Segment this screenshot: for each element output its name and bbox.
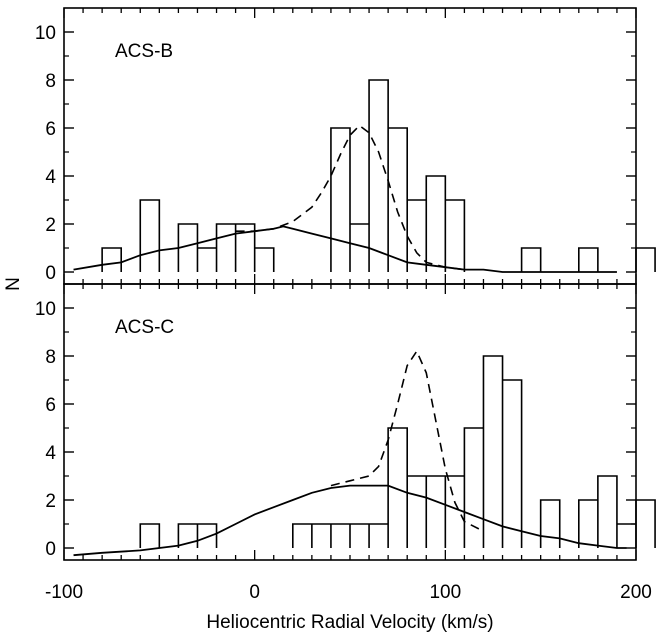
x-tick-label: 0 xyxy=(249,582,260,603)
panel-acs-b: 0 2 4 6 8 10 ACS-B xyxy=(35,7,656,285)
x-tick-labels: -100 0 100 200 xyxy=(45,582,652,603)
x-tick-label: 100 xyxy=(429,582,461,603)
x-tick-label: 200 xyxy=(620,582,652,603)
solid-curve xyxy=(73,225,617,273)
y-tick-label: 10 xyxy=(35,299,56,320)
dashed-fit-curve xyxy=(330,349,484,532)
x-tick-label: -100 xyxy=(45,582,83,603)
y-tick-label: 2 xyxy=(45,491,56,512)
y-tick-label: 4 xyxy=(45,443,56,464)
y-tick-label: 0 xyxy=(45,539,56,560)
panel-label: ACS-B xyxy=(115,41,173,62)
panel-acs-c: 0 2 4 6 8 10 ACS-C xyxy=(35,283,656,561)
y-tick-label: 4 xyxy=(45,167,56,188)
histogram-bars xyxy=(139,355,656,548)
y-tick-label: 6 xyxy=(45,395,56,416)
y-tick-label: 0 xyxy=(45,263,56,284)
solid-curve xyxy=(73,484,627,557)
y-axis-title: N xyxy=(3,277,24,291)
histogram-bars xyxy=(101,79,656,272)
y-tick-label: 2 xyxy=(45,215,56,236)
dashed-fit-curve xyxy=(235,124,465,271)
y-tick-label: 10 xyxy=(35,23,56,44)
y-tick-label: 8 xyxy=(45,347,56,368)
panel-label: ACS-C xyxy=(115,317,174,338)
x-axis-title: Heliocentric Radial Velocity (km/s) xyxy=(206,612,493,633)
y-tick-label: 8 xyxy=(45,71,56,92)
y-tick-label: 6 xyxy=(45,119,56,140)
